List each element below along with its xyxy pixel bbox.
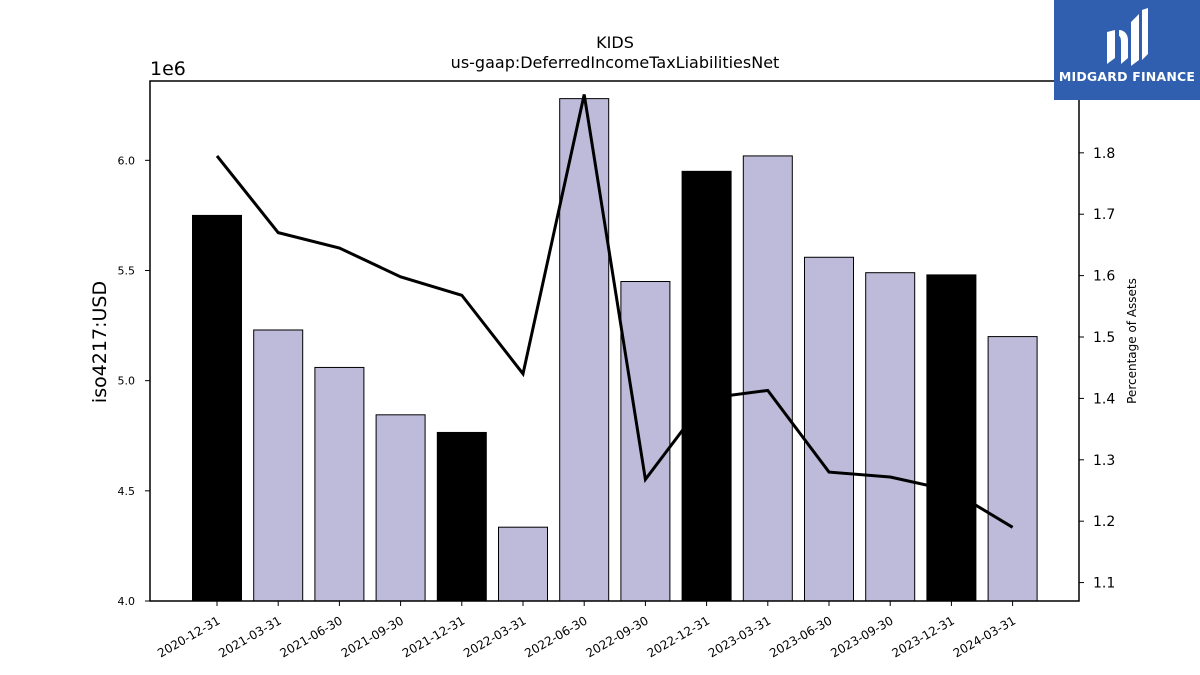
logo-text: MIDGARD FINANCE <box>1058 69 1196 84</box>
y2-tick-label: 1.3 <box>1093 453 1115 469</box>
y2-axis-ticks: 1.1 1.2 1.3 1.4 1.5 1.6 1.7 1.8 <box>1079 146 1115 592</box>
y2-tick-label: 1.2 <box>1093 514 1115 530</box>
x-tick-label: 2023-03-31 <box>706 613 773 660</box>
bar <box>314 366 365 602</box>
x-tick-label: 2022-06-30 <box>522 613 589 660</box>
chart-title: KIDS <box>596 33 634 52</box>
x-tick-label: 2024-03-31 <box>951 613 1018 660</box>
x-axis-ticks: 2020-12-312021-03-312021-06-302021-09-30… <box>155 601 1018 660</box>
bar <box>559 98 610 602</box>
y2-tick-label: 1.8 <box>1093 146 1115 162</box>
bar-series <box>192 98 1038 602</box>
y2-tick-label: 1.4 <box>1093 391 1115 407</box>
y-tick-label: 6.0 <box>118 154 136 167</box>
y-axis-offset-label: 1e6 <box>150 58 186 80</box>
plot-frame <box>149 80 1080 602</box>
x-tick-label: 2023-06-30 <box>767 613 834 660</box>
x-tick-label: 2023-09-30 <box>828 613 895 660</box>
line-path <box>215 94 1014 529</box>
x-tick-label: 2021-12-31 <box>400 613 467 660</box>
y2-tick-label: 1.1 <box>1093 576 1115 592</box>
y-axis-label: iso4217:USD <box>89 281 111 403</box>
x-tick-label: 2021-03-31 <box>216 613 283 660</box>
chart-subtitle: us-gaap:DeferredIncomeTaxLiabilitiesNet <box>451 53 780 72</box>
bar <box>498 526 548 602</box>
x-tick-label: 2022-09-30 <box>583 613 650 660</box>
bar <box>926 274 977 602</box>
x-tick-label: 2021-09-30 <box>339 613 406 660</box>
x-tick-label: 2022-03-31 <box>461 613 528 660</box>
bar <box>192 214 242 602</box>
bar <box>436 431 487 602</box>
line-series <box>215 94 1014 529</box>
bar <box>253 329 304 602</box>
y-tick-label: 4.5 <box>118 485 136 498</box>
bar <box>375 414 426 602</box>
y-tick-label: 4.0 <box>118 595 136 608</box>
y-tick-label: 5.5 <box>118 264 136 277</box>
y2-tick-label: 1.5 <box>1093 330 1115 346</box>
bar <box>620 281 671 602</box>
y2-tick-label: 1.7 <box>1093 207 1115 223</box>
y2-axis-label: Percentage of Assets <box>1125 278 1139 404</box>
bar <box>681 170 732 602</box>
x-tick-label: 2023-12-31 <box>889 613 956 660</box>
midgard-logo-icon <box>1107 8 1148 66</box>
bar <box>987 336 1038 602</box>
x-tick-label: 2020-12-31 <box>155 613 222 660</box>
bar <box>804 256 854 602</box>
bar <box>865 272 916 602</box>
y-tick-label: 5.0 <box>118 375 136 388</box>
x-tick-label: 2021-06-30 <box>277 613 344 660</box>
x-tick-label: 2022-12-31 <box>645 613 712 660</box>
bar <box>742 155 793 602</box>
midgard-finance-logo: MIDGARD FINANCE <box>1054 0 1200 100</box>
y2-tick-label: 1.6 <box>1093 269 1115 285</box>
y-axis-ticks: 4.0 4.5 5.0 5.5 6.0 <box>118 154 150 608</box>
